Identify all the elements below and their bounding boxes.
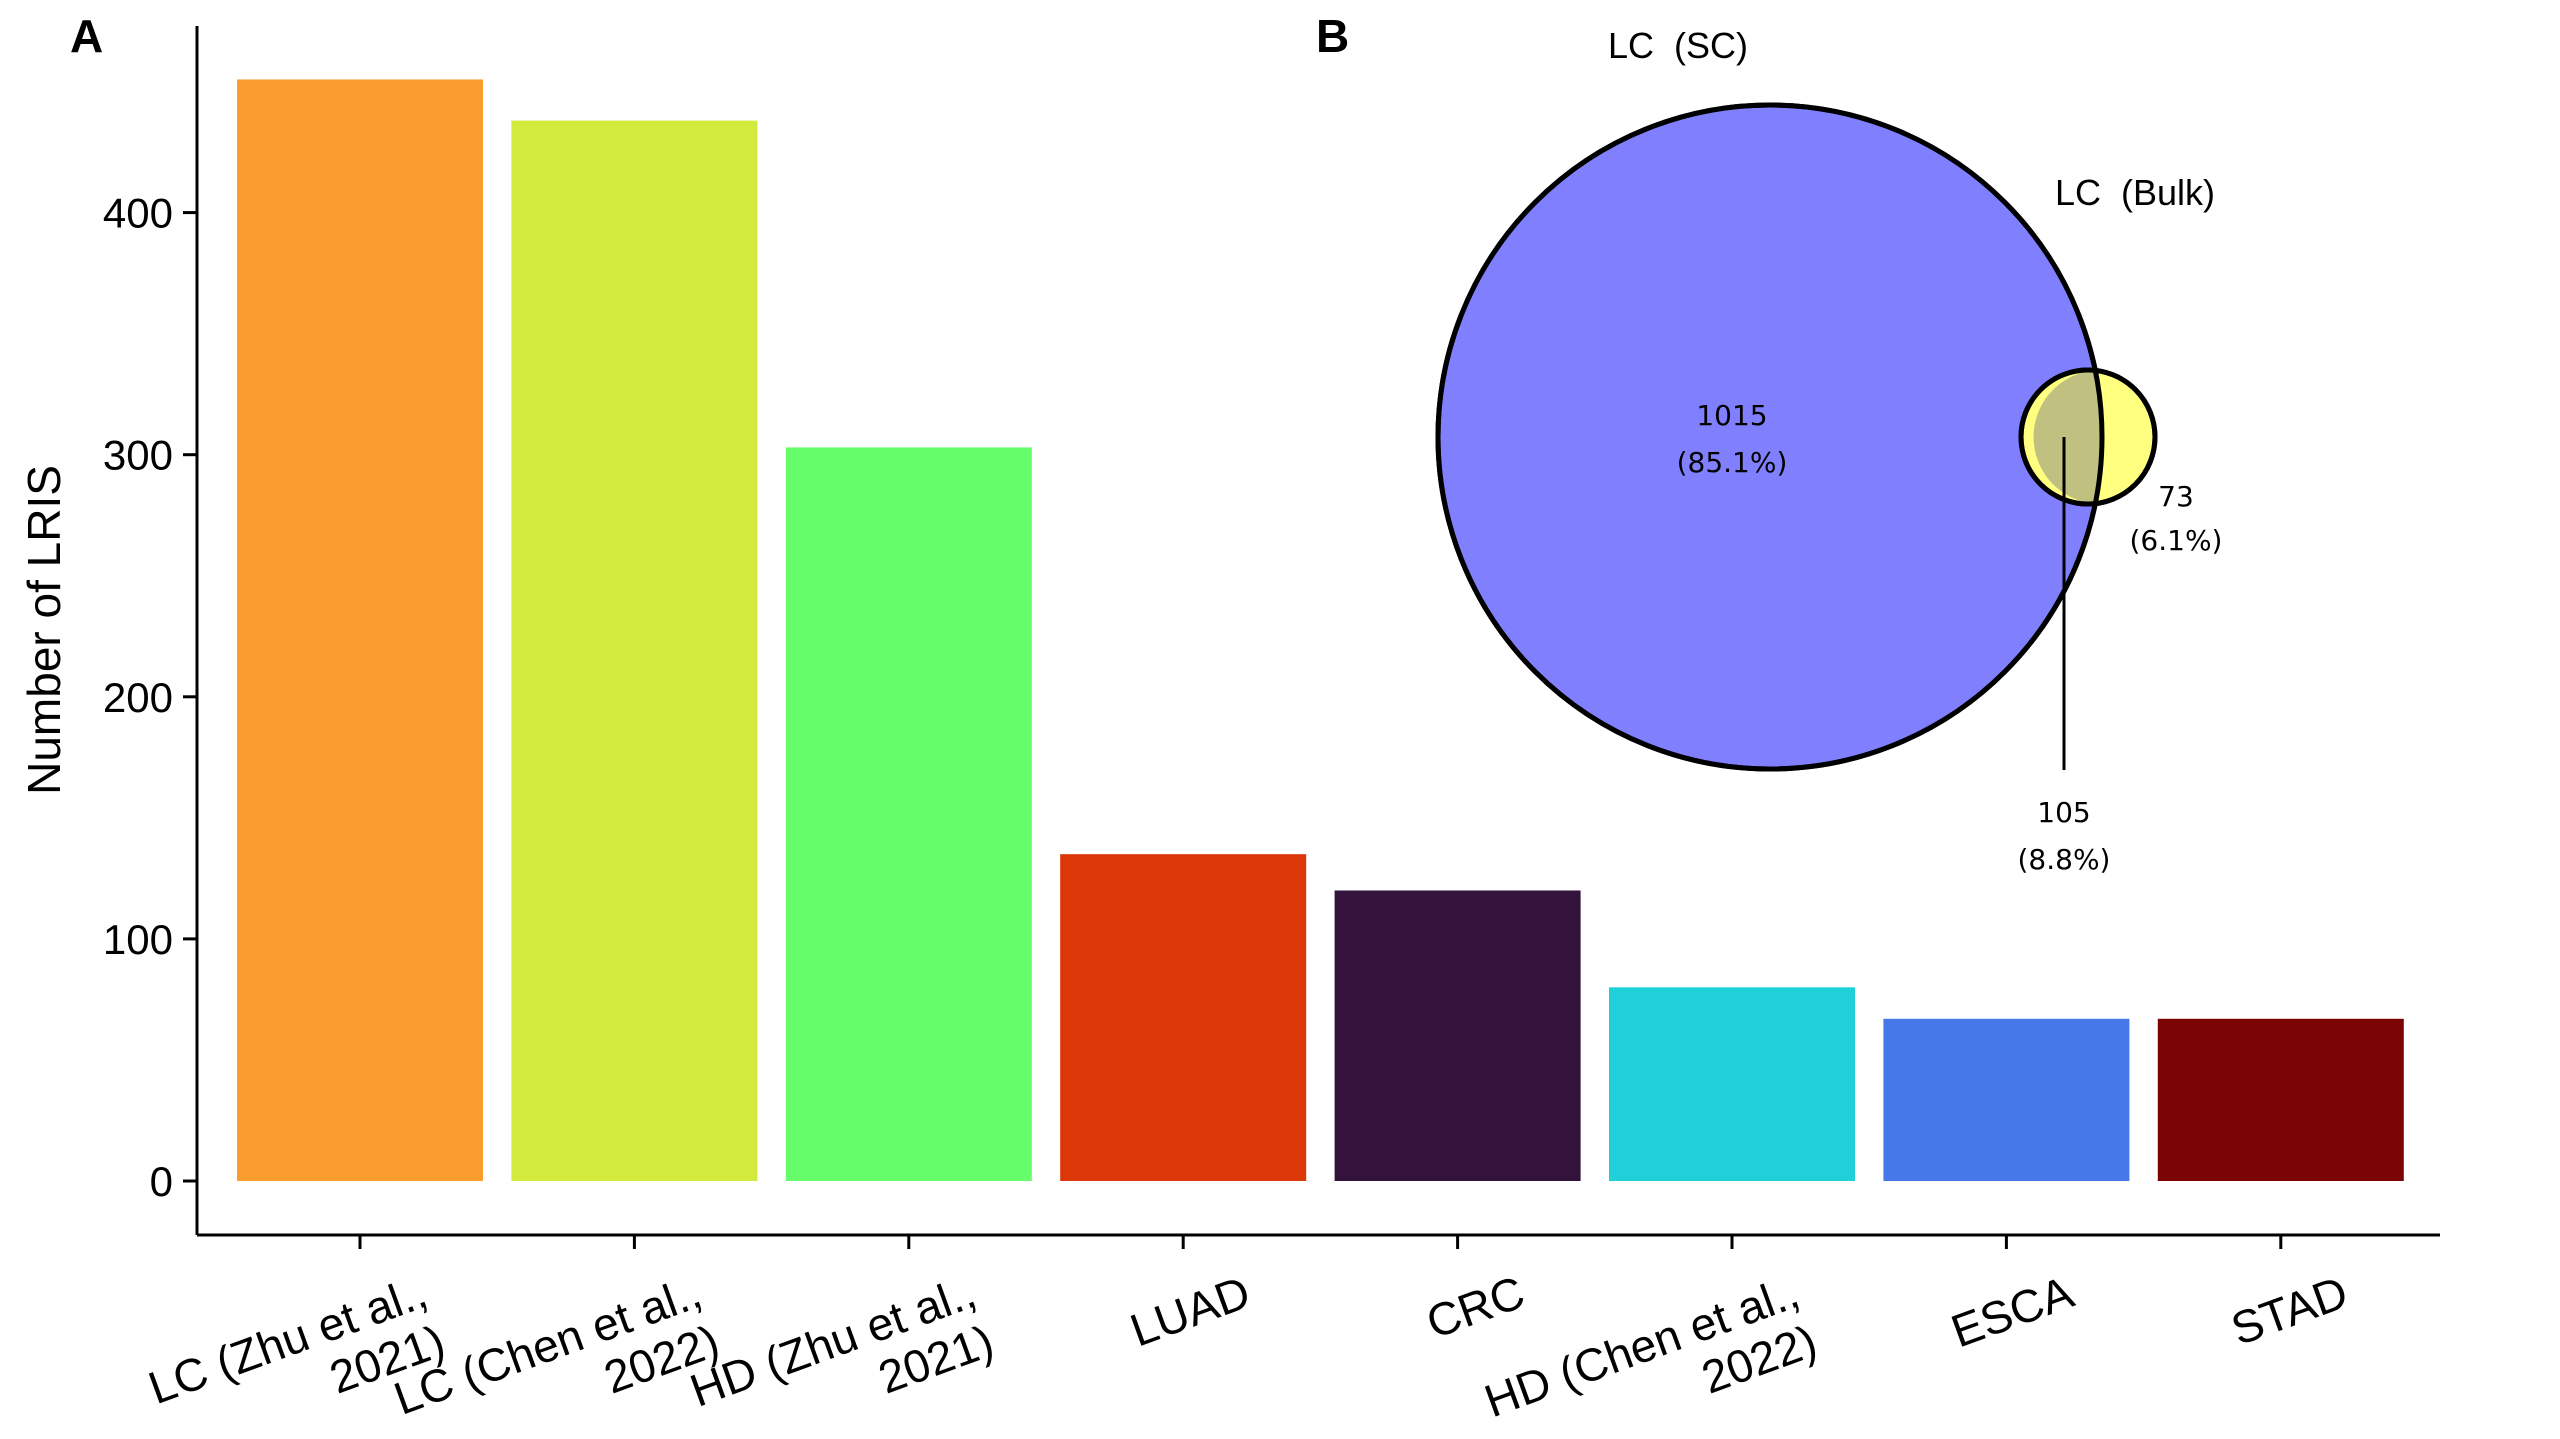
x-tick-label-line: STAD (2224, 1266, 2354, 1356)
bar (237, 79, 483, 1182)
y-tick-label: 100 (103, 916, 173, 963)
venn-circle-bulk-outline (2018, 367, 2158, 507)
x-tick-label-line: LUAD (1124, 1266, 1257, 1357)
venn-count-intersection: 105 (2037, 796, 2090, 829)
venn-circle-sc (1435, 102, 2105, 772)
bar-chart: 0 100 200 300 400 LC (Zhu et al.,2021)LC (Ch… (18, 26, 2440, 1439)
bar (1060, 854, 1307, 1181)
y-axis-label: Number of LRIS (18, 465, 70, 795)
bar (785, 447, 1032, 1181)
x-tick-label: CRC (1420, 1266, 1531, 1349)
venn-set-label-bulk: LC (Bulk) (2055, 172, 2215, 213)
venn-diagram: LC (SC) LC (Bulk) 1015 (85.1%) 105 (8.8%… (1435, 25, 2223, 876)
venn-circle-sc-outline (1435, 102, 2105, 772)
venn-count-sc: 1015 (1696, 399, 1767, 432)
x-tick-label: STAD (2224, 1266, 2354, 1356)
y-tick-label: 200 (103, 674, 173, 721)
venn-percent-sc: (85.1%) (1677, 446, 1788, 479)
venn-set-label-sc: LC (SC) (1608, 25, 1748, 66)
x-tick-label-line: ESCA (1944, 1265, 2080, 1357)
venn-percent-bulk: (6.1%) (2130, 524, 2223, 557)
y-tick-label: 0 (150, 1158, 173, 1205)
bar (1609, 987, 1855, 1181)
x-tick-label: HD (Chen et al.,2022) (1478, 1266, 1823, 1439)
panel-a-label: A (70, 10, 103, 62)
x-tick-label-line: CRC (1420, 1266, 1531, 1349)
x-ticks: LC (Zhu et al.,2021)LC (Chen et al.,2022… (142, 1235, 2354, 1439)
venn-overlap (2033, 370, 2101, 504)
venn-percent-intersection: (8.8%) (2018, 843, 2111, 876)
x-tick-label: HD (Zhu et al.,2021) (683, 1266, 1000, 1439)
y-tick-label: 400 (103, 190, 173, 237)
x-tick-label: ESCA (1944, 1265, 2080, 1357)
bar (2157, 1018, 2404, 1181)
venn-count-bulk: 73 (2158, 480, 2194, 513)
bar (511, 120, 758, 1181)
panel-b-label: B (1316, 10, 1349, 62)
bar (1334, 890, 1581, 1181)
bars (237, 79, 2404, 1182)
bar (1883, 1018, 2130, 1181)
y-ticks: 0 100 200 300 400 (103, 190, 197, 1205)
y-tick-label: 300 (103, 432, 173, 479)
x-tick-label: LUAD (1124, 1266, 1257, 1357)
